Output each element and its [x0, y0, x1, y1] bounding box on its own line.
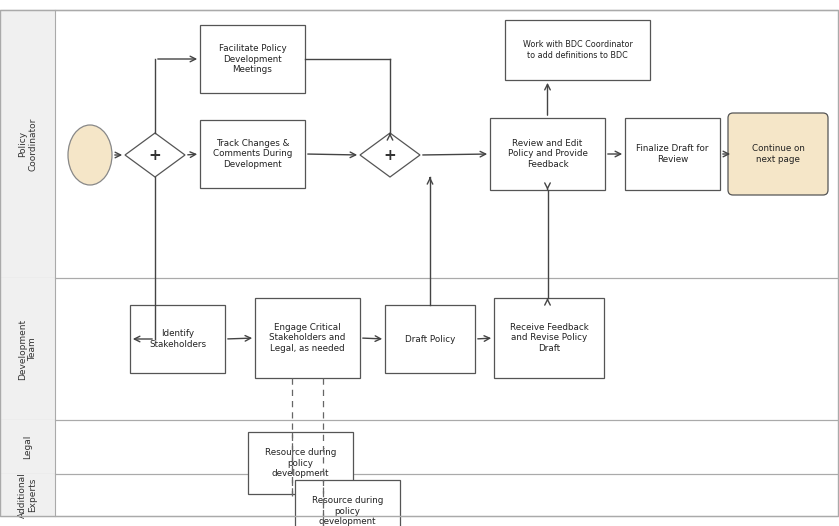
Bar: [0, 474, 839, 516]
Bar: [200, 120, 305, 188]
Text: Resource during
policy
development: Resource during policy development: [265, 448, 336, 478]
Polygon shape: [360, 133, 420, 177]
Bar: [505, 20, 650, 80]
Text: Finalize Draft for
Review: Finalize Draft for Review: [636, 144, 709, 164]
Text: Policy
Coordinator: Policy Coordinator: [18, 117, 37, 171]
Text: Development
Team: Development Team: [18, 318, 37, 380]
Bar: [385, 305, 475, 373]
Text: Resource during
policy
development: Resource during policy development: [312, 496, 383, 526]
Bar: [0, 420, 55, 474]
Bar: [0, 10, 55, 278]
Text: Additional
Experts: Additional Experts: [18, 472, 37, 518]
Text: Work with BDC Coordinator
to add definitions to BDC: Work with BDC Coordinator to add definit…: [523, 41, 633, 59]
Bar: [0, 278, 839, 420]
Text: Legal: Legal: [23, 435, 32, 459]
Text: Draft Policy: Draft Policy: [405, 335, 455, 343]
Bar: [0, 474, 55, 516]
Text: Receive Feedback
and Revise Policy
Draft: Receive Feedback and Revise Policy Draft: [509, 323, 588, 353]
Ellipse shape: [68, 125, 112, 185]
Text: Continue on
next page: Continue on next page: [752, 144, 805, 164]
Polygon shape: [125, 133, 185, 177]
Bar: [494, 298, 604, 378]
Bar: [625, 118, 720, 190]
Bar: [0, 278, 55, 420]
Bar: [248, 432, 353, 494]
Text: Identify
Stakeholders: Identify Stakeholders: [149, 329, 206, 349]
Bar: [255, 298, 360, 378]
Text: Facilitate Policy
Development
Meetings: Facilitate Policy Development Meetings: [219, 44, 286, 74]
Text: +: +: [383, 147, 396, 163]
Bar: [490, 118, 605, 190]
Bar: [295, 480, 400, 526]
Text: +: +: [149, 147, 161, 163]
Bar: [0, 10, 839, 278]
Bar: [200, 25, 305, 93]
Text: Review and Edit
Policy and Provide
Feedback: Review and Edit Policy and Provide Feedb…: [508, 139, 587, 169]
FancyBboxPatch shape: [728, 113, 828, 195]
Text: Track Changes &
Comments During
Development: Track Changes & Comments During Developm…: [213, 139, 292, 169]
Text: Engage Critical
Stakeholders and
Legal, as needed: Engage Critical Stakeholders and Legal, …: [269, 323, 346, 353]
Bar: [0, 420, 839, 474]
Bar: [130, 305, 225, 373]
